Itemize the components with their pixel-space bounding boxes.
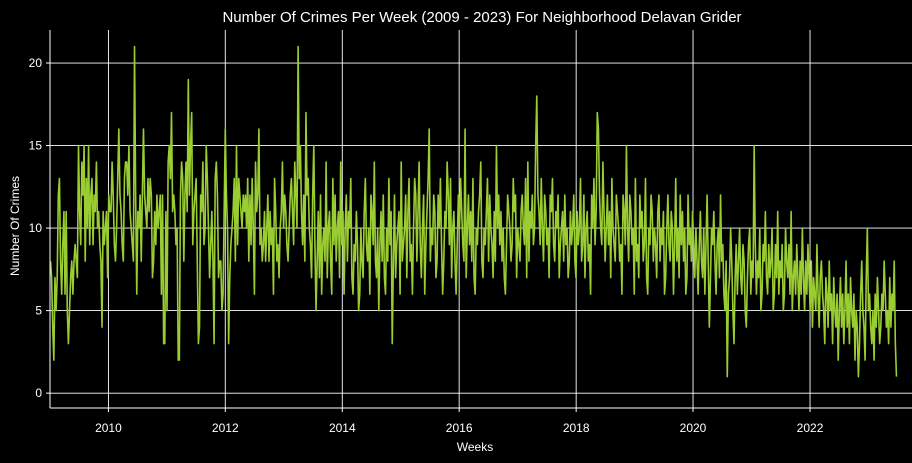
y-tick-label: 10 [29, 221, 43, 235]
chart-title: Number Of Crimes Per Week (2009 - 2023) … [222, 9, 741, 26]
line-layer [49, 45, 898, 378]
x-tick-label: 2016 [446, 421, 473, 435]
y-axis-label: Number Of Crimes [8, 176, 22, 276]
y-tick-label: 15 [29, 139, 43, 153]
x-axis-label: Weeks [457, 440, 493, 454]
x-tick-label: 2022 [797, 421, 824, 435]
y-tick-label: 20 [29, 56, 43, 70]
x-tick-label: 2010 [95, 421, 122, 435]
x-ticks: 2010 2012 2014 2016 2018 2020 2022 [95, 408, 824, 435]
x-tick-label: 2012 [212, 421, 239, 435]
series-line [49, 45, 898, 378]
x-tick-label: 2018 [563, 421, 590, 435]
y-tick-label: 5 [35, 304, 42, 318]
y-ticks: 0 5 10 15 20 [29, 56, 50, 400]
y-tick-label: 0 [35, 386, 42, 400]
axes [49, 30, 912, 409]
x-tick-label: 2014 [329, 421, 356, 435]
x-tick-label: 2020 [680, 421, 707, 435]
